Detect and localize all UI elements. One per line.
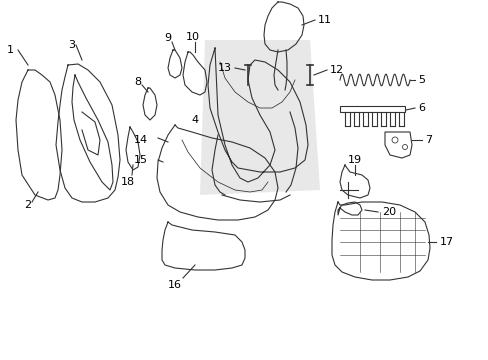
Text: 5: 5	[417, 75, 424, 85]
Text: 7: 7	[424, 135, 431, 145]
Text: 13: 13	[218, 63, 231, 73]
Text: 10: 10	[185, 32, 200, 42]
Text: 12: 12	[329, 65, 344, 75]
Text: 18: 18	[121, 177, 135, 187]
Text: 8: 8	[134, 77, 141, 87]
Text: 15: 15	[134, 155, 148, 165]
Text: 17: 17	[439, 237, 453, 247]
Text: 19: 19	[347, 155, 361, 165]
Text: 2: 2	[24, 200, 32, 210]
Text: 20: 20	[381, 207, 395, 217]
Text: 14: 14	[134, 135, 148, 145]
Text: 3: 3	[68, 40, 75, 50]
Text: 11: 11	[317, 15, 331, 25]
Text: 4: 4	[191, 115, 198, 125]
Text: 9: 9	[164, 33, 171, 43]
Polygon shape	[200, 40, 319, 195]
Text: 6: 6	[417, 103, 424, 113]
Bar	[339, 106, 404, 112]
Text: 16: 16	[168, 280, 182, 290]
Text: 1: 1	[6, 45, 14, 55]
